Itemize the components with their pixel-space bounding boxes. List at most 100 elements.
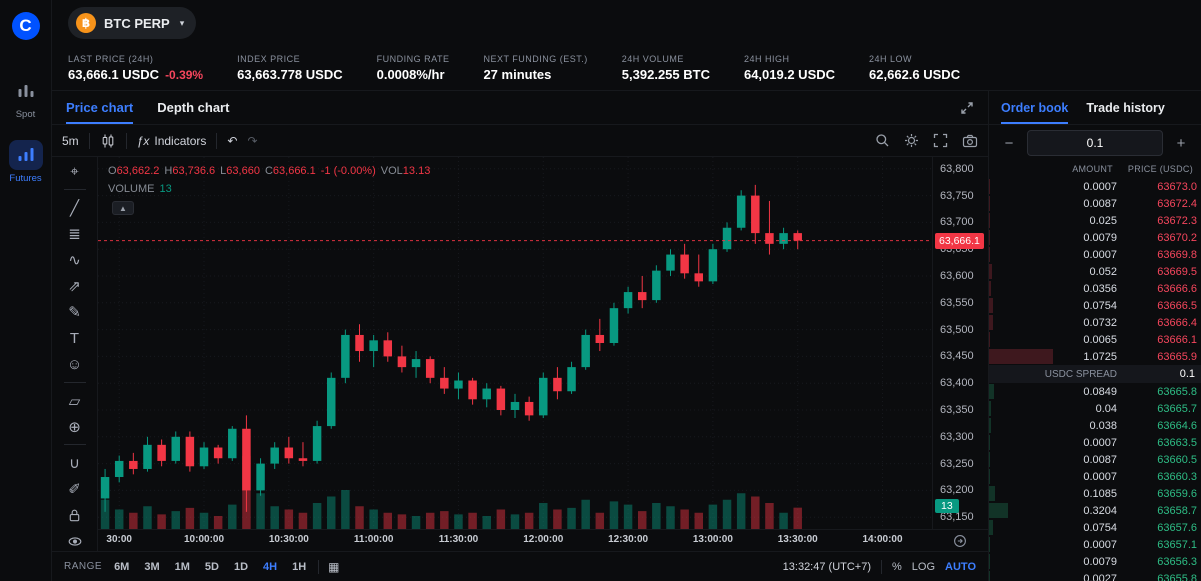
ruler-icon[interactable]: ▱ <box>68 392 81 410</box>
market-name: BTC PERP <box>104 15 170 31</box>
tab-price-chart[interactable]: Price chart <box>66 91 133 124</box>
fullscreen-icon[interactable] <box>933 133 948 148</box>
orderbook-bid-row[interactable]: 0.0027 63655.8 <box>989 570 1201 581</box>
order-price: 63659.6 <box>1157 487 1197 500</box>
stat-24h-high: 24H HIGH 64,019.2 USDC <box>744 54 835 82</box>
tab-depth-chart[interactable]: Depth chart <box>157 100 230 115</box>
zoom-in-icon[interactable]: ⊕ <box>68 418 81 436</box>
crosshair-icon[interactable]: ⌖ <box>70 163 79 181</box>
orderbook-ask-row[interactable]: 0.0007 63673.0 <box>989 178 1201 195</box>
orderbook-bid-row[interactable]: 0.0007 63657.1 <box>989 536 1201 553</box>
edit-icon[interactable]: ✐ <box>68 481 81 499</box>
orderbook-bid-row[interactable]: 0.04 63665.7 <box>989 400 1201 417</box>
text-tool-icon[interactable]: T <box>69 330 80 348</box>
indicators-button[interactable]: ƒx Indicators <box>136 133 207 148</box>
orderbook-ask-row[interactable]: 0.0356 63666.6 <box>989 280 1201 297</box>
coinbase-logo[interactable]: C <box>11 12 40 40</box>
range-5d-button[interactable]: 5D <box>204 560 219 573</box>
range-3m-button[interactable]: 3M <box>144 560 160 573</box>
orderbook-bid-row[interactable]: 0.0754 63657.6 <box>989 519 1201 536</box>
sidebar-item-spot[interactable]: Spot <box>9 76 43 120</box>
forecast-icon[interactable]: ⇗ <box>68 278 81 296</box>
order-amount: 0.3204 <box>1083 504 1117 517</box>
last-price-badge: 63,666.1 <box>935 232 984 249</box>
orderbook-bid-row[interactable]: 0.0007 63660.3 <box>989 468 1201 485</box>
orderbook-ask-row[interactable]: 0.0079 63670.2 <box>989 229 1201 246</box>
orderbook-bid-row[interactable]: 0.038 63664.6 <box>989 417 1201 434</box>
lock-icon[interactable] <box>61 506 89 525</box>
range-1m-button[interactable]: 1M <box>174 560 190 573</box>
orderbook-panel: Order book Trade history − 0.1 + AMOUNT … <box>989 91 1201 581</box>
percent-scale-button[interactable]: % <box>892 560 902 573</box>
aggregation-value[interactable]: 0.1 <box>1027 130 1163 156</box>
orderbook-ask-row[interactable]: 0.0732 63666.4 <box>989 314 1201 331</box>
go-to-date-icon[interactable]: ▦ <box>328 559 340 574</box>
horizontal-lines-icon[interactable]: ≣ <box>68 225 81 243</box>
range-label: RANGE <box>64 561 103 572</box>
tab-order-book[interactable]: Order book <box>1001 91 1068 124</box>
candle-style-button[interactable] <box>100 133 116 149</box>
scroll-to-recent-icon[interactable] <box>953 534 967 548</box>
tab-trade-history[interactable]: Trade history <box>1086 100 1165 115</box>
orderbook-ask-row[interactable]: 0.0065 63666.1 <box>989 331 1201 348</box>
eye-icon[interactable] <box>61 532 89 551</box>
range-1d-button[interactable]: 1D <box>233 560 249 573</box>
stat-value: 63,663.778 USDC <box>237 67 343 82</box>
aggregation-stepper: − 0.1 + <box>989 125 1201 161</box>
interval-button[interactable]: 5m <box>62 133 79 148</box>
orderbook-ask-row[interactable]: 1.0725 63665.9 <box>989 348 1201 365</box>
orderbook-bid-row[interactable]: 0.3204 63658.7 <box>989 502 1201 519</box>
brush-icon[interactable]: ✎ <box>68 304 81 322</box>
emoji-icon[interactable]: ☺ <box>66 356 83 374</box>
orderbook-ask-row[interactable]: 0.052 63669.5 <box>989 263 1201 280</box>
orderbook-tabs: Order book Trade history <box>989 91 1201 125</box>
toolbar-divider <box>63 189 86 190</box>
price-axis-label: 63,250 <box>940 457 974 470</box>
time-axis[interactable]: 30:00 10:00:00 10:30:00 11:00:00 11:30:00 12:… <box>98 530 932 551</box>
collapse-indicator-button[interactable]: ▲ <box>112 201 134 215</box>
chart-toolbar-right <box>875 133 978 148</box>
chart-body: ⌖ ╱ ≣ ∿ ⇗ ✎ T ☺ ▱ ⊕ ∪ ✐ O63,662.2 H63,736.6 L63,660 C6… <box>52 157 988 551</box>
order-price: 63657.1 <box>1157 538 1197 551</box>
order-amount: 0.0065 <box>1083 333 1117 346</box>
bottombar-divider <box>318 559 320 574</box>
orderbook-bid-row[interactable]: 0.0007 63663.5 <box>989 434 1201 451</box>
settings-gear-icon[interactable] <box>904 133 919 148</box>
depth-bar <box>989 452 990 467</box>
redo-icon[interactable]: ↷ <box>247 133 258 148</box>
volume-axis-badge: 13 <box>935 499 959 513</box>
expand-chart-icon[interactable] <box>960 101 974 115</box>
orderbook-ask-row[interactable]: 0.025 63672.3 <box>989 212 1201 229</box>
decrease-aggregation-button[interactable]: − <box>999 135 1019 152</box>
orderbook-bid-row[interactable]: 0.0087 63660.5 <box>989 451 1201 468</box>
range-6m-button[interactable]: 6M <box>114 560 130 573</box>
orderbook-ask-row[interactable]: 0.0087 63672.4 <box>989 195 1201 212</box>
stat-label: LAST PRICE (24H) <box>68 54 154 64</box>
price-axis[interactable]: 63,800 63,750 63,700 63,650 63,600 63,550 63,5… <box>932 157 988 529</box>
price-axis-label: 63,600 <box>940 269 974 282</box>
magnet-icon[interactable]: ∪ <box>69 454 80 472</box>
chart-clock[interactable]: 13:32:47 (UTC+7) <box>782 560 872 573</box>
undo-icon[interactable]: ↶ <box>227 133 238 148</box>
orderbook-bid-row[interactable]: 0.1085 63659.6 <box>989 485 1201 502</box>
range-1h-button[interactable]: 1H <box>292 560 307 573</box>
log-scale-button[interactable]: LOG <box>911 560 936 573</box>
pattern-icon[interactable]: ∿ <box>68 251 81 269</box>
orderbook-ask-row[interactable]: 0.0754 63666.5 <box>989 297 1201 314</box>
candlestick-plot[interactable]: O63,662.2 H63,736.6 L63,660 C63,666.1 -1 (-0… <box>98 157 932 529</box>
market-selector[interactable]: ฿ BTC PERP ▾ <box>68 7 197 39</box>
time-axis-label: 12:00:00 <box>523 534 564 545</box>
quick-search-icon[interactable] <box>875 133 890 148</box>
stat-value: 27 minutes <box>483 67 552 82</box>
order-price: 63669.5 <box>1157 265 1197 278</box>
range-4h-button[interactable]: 4H <box>263 560 278 573</box>
sidebar-item-futures[interactable]: Futures <box>8 140 43 184</box>
increase-aggregation-button[interactable]: + <box>1171 135 1191 152</box>
camera-icon[interactable] <box>962 134 978 148</box>
auto-scale-button[interactable]: AUTO <box>945 560 976 573</box>
depth-bar <box>989 537 990 552</box>
trend-line-icon[interactable]: ╱ <box>69 199 80 217</box>
orderbook-bid-row[interactable]: 0.0849 63665.8 <box>989 383 1201 400</box>
orderbook-ask-row[interactable]: 0.0007 63669.8 <box>989 246 1201 263</box>
orderbook-bid-row[interactable]: 0.0079 63656.3 <box>989 553 1201 570</box>
